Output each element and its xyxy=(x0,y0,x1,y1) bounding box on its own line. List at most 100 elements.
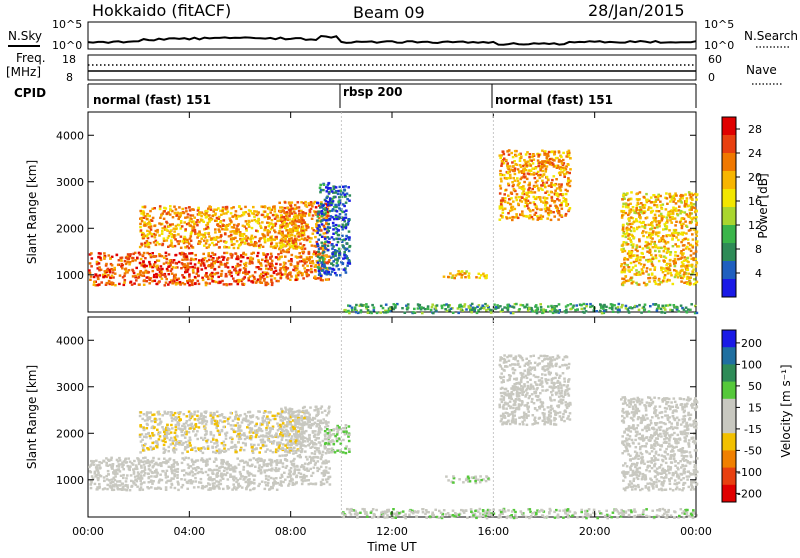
data-cell xyxy=(527,160,530,162)
data-cell xyxy=(167,262,170,264)
data-cell xyxy=(198,262,201,264)
data-cell xyxy=(192,258,195,260)
data-cell xyxy=(125,480,128,482)
data-cell xyxy=(223,212,226,214)
data-cell xyxy=(146,276,149,278)
data-cell xyxy=(200,215,203,217)
data-cell xyxy=(119,459,122,461)
data-cell xyxy=(124,461,127,463)
data-cell xyxy=(689,282,692,284)
data-cell xyxy=(105,263,108,265)
data-cell xyxy=(342,186,345,188)
data-cell xyxy=(621,216,624,218)
data-cell xyxy=(288,469,291,471)
data-cell xyxy=(194,276,197,278)
data-cell xyxy=(332,225,335,227)
data-cell xyxy=(195,480,198,482)
data-cell xyxy=(121,263,124,265)
data-cell xyxy=(503,158,506,160)
data-cell xyxy=(540,200,543,202)
data-cell xyxy=(641,232,644,234)
data-cell xyxy=(641,253,644,255)
data-cell xyxy=(468,272,471,274)
data-cell xyxy=(528,307,531,309)
data-cell xyxy=(312,472,315,474)
data-cell xyxy=(253,479,256,481)
data-cell xyxy=(237,215,240,217)
data-cell xyxy=(692,268,695,270)
data-cell xyxy=(161,479,164,481)
data-cell xyxy=(639,191,642,193)
data-cell xyxy=(238,463,241,465)
freq-unit-label: [MHz] xyxy=(6,65,41,79)
data-cell xyxy=(221,210,224,212)
data-cell xyxy=(164,472,167,474)
data-cell xyxy=(630,191,633,193)
data-cell xyxy=(200,471,203,473)
data-cell xyxy=(168,458,171,460)
data-cell xyxy=(529,191,532,193)
data-cell xyxy=(687,238,690,240)
data-cell xyxy=(297,201,300,203)
data-cell xyxy=(696,193,699,195)
data-cell xyxy=(145,265,148,267)
data-cell xyxy=(283,264,286,266)
data-cell xyxy=(306,273,309,275)
data-cell xyxy=(503,193,506,195)
data-cell xyxy=(233,487,236,489)
data-cell xyxy=(365,303,368,305)
data-cell xyxy=(431,306,434,308)
data-cell xyxy=(249,459,252,461)
data-cell xyxy=(521,200,524,202)
data-cell xyxy=(163,257,166,259)
data-cell xyxy=(271,226,274,228)
data-cell xyxy=(623,266,626,268)
data-cell xyxy=(641,225,644,227)
data-cell xyxy=(283,268,286,270)
data-cell xyxy=(642,272,645,274)
data-cell xyxy=(297,235,300,237)
data-cell xyxy=(300,256,303,258)
data-cell xyxy=(250,241,253,243)
data-cell xyxy=(635,218,638,220)
data-cell xyxy=(175,262,178,264)
data-cell xyxy=(226,252,229,254)
data-cell xyxy=(546,217,549,219)
data-cell xyxy=(128,468,131,470)
data-cell xyxy=(233,238,236,240)
data-cell xyxy=(335,244,338,246)
data-cell xyxy=(406,307,409,309)
data-cell xyxy=(655,210,658,212)
cpid-mode-1: normal (fast) 151 xyxy=(93,93,211,107)
data-cell xyxy=(652,264,655,266)
data-cell xyxy=(539,198,542,200)
data-cell xyxy=(270,279,273,281)
data-cell xyxy=(188,473,191,475)
data-cell xyxy=(517,180,520,182)
data-cell xyxy=(166,239,169,241)
data-cell xyxy=(265,265,268,267)
data-cell xyxy=(560,168,563,170)
data-cell xyxy=(325,219,328,221)
data-cell xyxy=(250,280,253,282)
data-cell xyxy=(303,244,306,246)
data-cell xyxy=(650,207,653,209)
data-cell xyxy=(337,241,340,243)
data-cell xyxy=(297,272,300,274)
data-cell xyxy=(500,214,503,216)
data-cell xyxy=(104,275,107,277)
data-cell xyxy=(589,306,592,308)
data-cell xyxy=(146,244,149,246)
data-cell xyxy=(173,459,176,461)
data-cell xyxy=(186,239,189,241)
data-cell xyxy=(307,269,310,271)
data-cell xyxy=(276,273,279,275)
data-cell xyxy=(197,275,200,277)
data-cell xyxy=(672,210,675,212)
data-cell xyxy=(253,457,256,459)
data-cell xyxy=(626,232,629,234)
data-cell xyxy=(638,226,641,228)
data-cell xyxy=(111,264,114,266)
data-cell xyxy=(459,273,462,275)
data-cell xyxy=(158,274,161,276)
